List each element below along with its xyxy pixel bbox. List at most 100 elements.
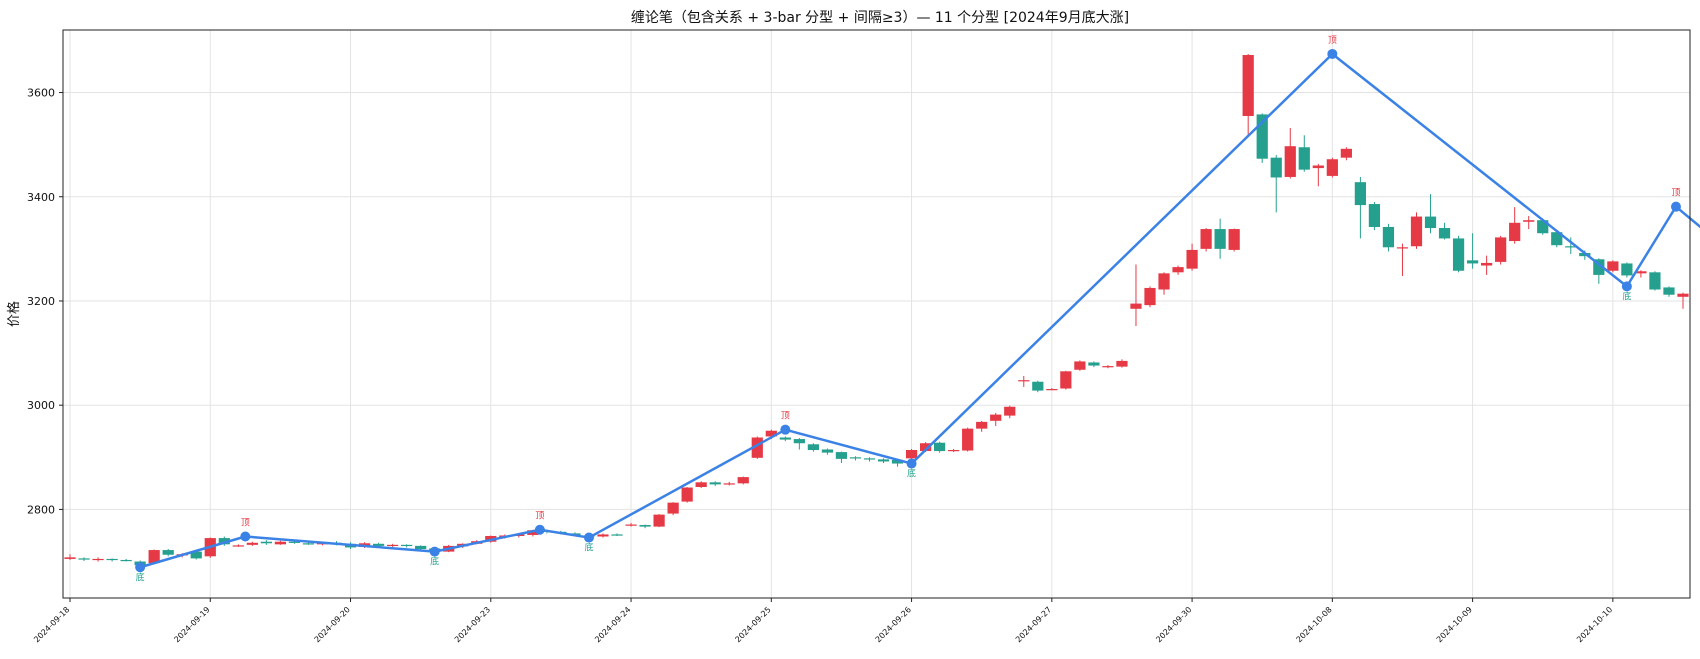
candle-body <box>1649 272 1661 290</box>
candle-body <box>1326 159 1338 176</box>
candle <box>1200 228 1212 252</box>
candle <box>1368 201 1381 231</box>
candle-body <box>64 557 76 559</box>
top-fractal-label: 顶 <box>535 511 544 522</box>
candle-body <box>120 559 132 562</box>
candle-body <box>597 534 609 537</box>
candle-body <box>1284 146 1296 177</box>
candle <box>625 522 637 527</box>
fractal-point <box>780 424 791 435</box>
candle-body <box>849 457 862 459</box>
candle-body <box>1565 246 1577 248</box>
candle <box>639 524 651 529</box>
candle <box>1088 361 1100 368</box>
candle-body <box>1102 366 1114 368</box>
candle-body <box>667 502 679 514</box>
candle <box>1452 235 1465 273</box>
candle <box>1677 292 1689 309</box>
candle <box>246 541 258 546</box>
candle <box>1593 258 1605 284</box>
candle <box>1382 223 1395 252</box>
candle-body <box>218 538 230 545</box>
candle-body <box>1537 220 1549 234</box>
candle <box>1509 207 1521 244</box>
candle-body <box>1340 148 1352 158</box>
candle-body <box>1551 232 1563 246</box>
candle-body <box>1438 228 1451 239</box>
grid-layer <box>63 30 1690 598</box>
candle-body <box>190 551 202 559</box>
candle <box>1004 405 1016 419</box>
bi-layer: 底顶底顶底顶底顶底顶底 <box>135 35 1700 583</box>
candle <box>78 557 90 562</box>
candle <box>1270 155 1282 213</box>
candle-body <box>274 541 287 545</box>
y-tick-label: 2800 <box>27 503 55 516</box>
bottom-fractal-label: 底 <box>1622 290 1631 302</box>
candle <box>849 456 862 461</box>
candle-body <box>1256 114 1268 159</box>
candle <box>1032 380 1044 393</box>
candle-body <box>1088 362 1100 366</box>
candle-body <box>1523 220 1535 222</box>
candle-body <box>302 543 315 545</box>
fractal-point <box>429 546 440 557</box>
candle <box>695 481 707 489</box>
candle-body <box>1130 303 1142 309</box>
candle <box>120 558 132 562</box>
candle-body <box>919 443 932 452</box>
candle-body <box>1452 238 1465 271</box>
candle <box>386 543 399 547</box>
candle <box>863 457 876 462</box>
candle <box>401 544 413 548</box>
candle-body <box>905 450 918 459</box>
candle-body <box>1270 157 1282 178</box>
candle-body <box>1593 259 1605 275</box>
plot-frame <box>62 29 1691 599</box>
candle <box>1523 216 1535 230</box>
candle <box>1635 270 1647 278</box>
fractal-point <box>534 524 545 535</box>
y-axis-label: 价格 <box>6 301 22 327</box>
candle-body <box>106 558 118 561</box>
candle-body <box>962 428 974 451</box>
top-fractal-label: 顶 <box>781 411 790 422</box>
candle <box>1410 212 1423 249</box>
y-tick-label: 3200 <box>27 295 55 308</box>
candle <box>681 487 693 503</box>
candle <box>1046 387 1058 391</box>
y-tick-label: 3400 <box>27 191 55 204</box>
candle <box>990 413 1002 427</box>
candle-body <box>246 542 258 545</box>
candle-body <box>401 544 413 547</box>
candle-body <box>821 449 834 453</box>
candle-body <box>527 530 539 535</box>
bottom-fractal-label: 底 <box>907 468 916 480</box>
candle <box>1663 286 1675 297</box>
candle-body <box>1312 165 1324 169</box>
candle <box>148 549 160 565</box>
candle-body <box>1298 147 1310 170</box>
y-tick-label: 3600 <box>27 87 55 100</box>
candle-body <box>1144 287 1156 306</box>
candle <box>835 451 848 464</box>
candle-body <box>1424 216 1437 229</box>
candle <box>793 438 805 450</box>
candle-body <box>751 437 763 458</box>
candle <box>737 476 749 485</box>
candle <box>1130 264 1142 326</box>
candle <box>1565 237 1577 255</box>
candle <box>218 536 230 546</box>
top-fractal-label: 顶 <box>1328 35 1337 46</box>
candle-body <box>1621 263 1633 276</box>
candle <box>1424 194 1437 234</box>
candle <box>905 448 918 460</box>
candle <box>597 533 609 538</box>
fractal-point <box>583 532 594 543</box>
candle-body <box>737 477 749 484</box>
candle <box>1326 157 1338 178</box>
candle <box>1481 255 1493 275</box>
candle <box>1466 233 1479 269</box>
